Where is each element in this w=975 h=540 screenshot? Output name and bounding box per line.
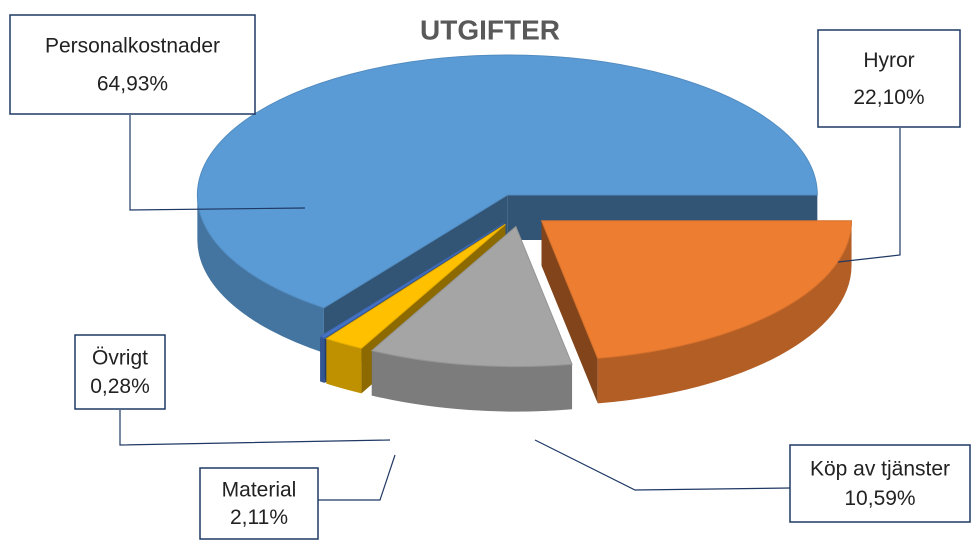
category-label: Köp av tjänster — [810, 458, 950, 481]
leader-line — [837, 128, 901, 263]
category-label: Personalkostnader — [45, 35, 220, 58]
leader-line — [534, 439, 791, 491]
slice — [540, 220, 853, 359]
slice-side — [320, 336, 325, 383]
label-box — [789, 444, 971, 523]
slice-side — [326, 338, 362, 394]
slice-side — [371, 350, 573, 412]
value-label: 22,10% — [853, 86, 924, 109]
leader-line — [129, 115, 306, 211]
slice-cut-face — [541, 220, 598, 404]
value-label: 2,11% — [230, 506, 288, 529]
value-label: 0,28% — [90, 375, 150, 398]
chart-title: UTGIFTER — [420, 14, 560, 45]
slice-side — [197, 195, 324, 353]
label-box — [9, 14, 256, 115]
slice-cut-face — [326, 224, 506, 384]
leader-line — [119, 410, 391, 446]
category-label: Övrigt — [92, 347, 148, 370]
leader-line — [318, 454, 396, 501]
label-box — [817, 29, 961, 128]
label-box — [74, 334, 166, 410]
slice — [370, 225, 573, 368]
slice — [196, 54, 818, 309]
slice-side — [597, 220, 852, 404]
slice — [325, 223, 506, 349]
slice — [319, 223, 504, 339]
label-box — [199, 467, 319, 540]
value-label: 64,93% — [97, 73, 168, 96]
category-label: Hyror — [863, 49, 914, 72]
value-label: 10,59% — [844, 487, 915, 510]
category-label: Material — [222, 479, 297, 502]
